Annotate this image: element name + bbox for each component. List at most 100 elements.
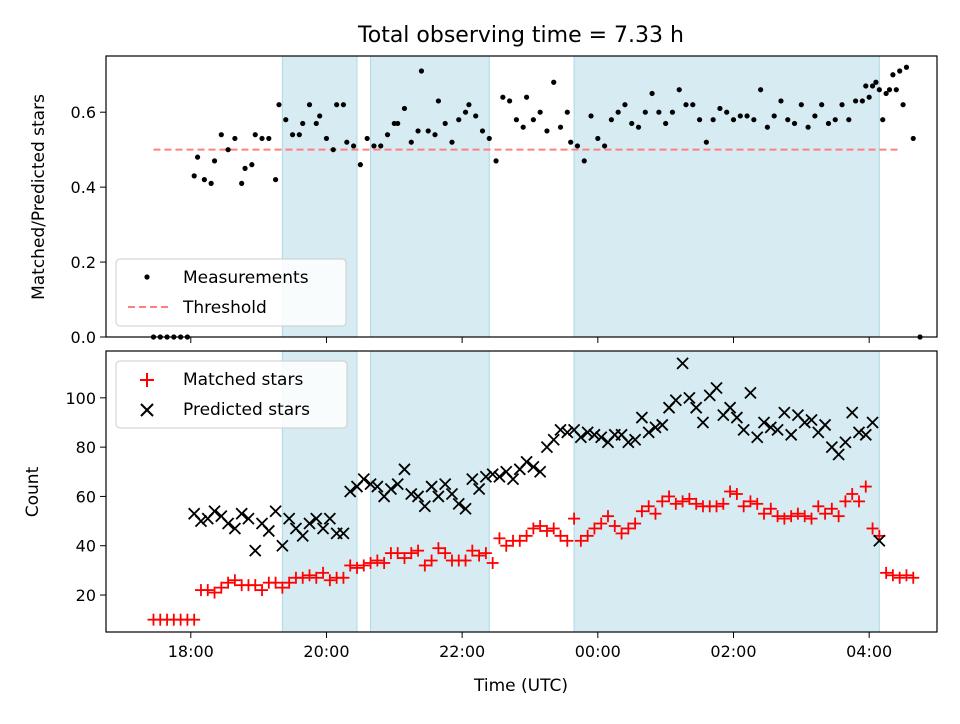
predicted-star-marker <box>676 357 689 370</box>
matched-star-marker <box>710 500 723 513</box>
matched-star-marker <box>378 556 391 569</box>
measurement-point <box>574 143 581 149</box>
predicted-star-marker <box>846 406 859 419</box>
matched-star-marker <box>534 520 547 533</box>
measurement-point <box>869 83 876 89</box>
measurement-point <box>425 128 431 134</box>
predicted-star-marker <box>696 416 710 429</box>
measurement-point <box>242 165 248 171</box>
matched-star-marker <box>371 554 384 567</box>
legend-marker-matched-stars <box>140 373 154 387</box>
predicted-star-marker <box>411 490 425 503</box>
ratio-panel-frame <box>105 55 938 338</box>
measurement-point <box>635 124 642 130</box>
matched-star-marker <box>866 522 879 535</box>
measurement-point <box>588 113 594 119</box>
measurement-point <box>622 102 628 108</box>
measurement-point <box>344 139 350 145</box>
predicted-star-marker <box>798 416 811 429</box>
measurement-point <box>194 154 201 160</box>
measurement-point <box>737 113 743 119</box>
predicted-star-marker <box>757 416 771 429</box>
matched-star-marker <box>764 502 777 515</box>
matched-star-marker <box>907 571 920 584</box>
measurement-point <box>415 128 421 134</box>
x-tick-label: 20:00 <box>303 642 349 661</box>
predicted-star-marker <box>581 426 594 439</box>
ratio-y-tick-label: 0.4 <box>71 178 96 197</box>
measurement-point <box>581 158 587 164</box>
predicted-star-marker <box>730 411 744 424</box>
matched-star-marker <box>758 507 771 520</box>
measurement-point <box>395 120 401 127</box>
measurement-point <box>239 180 245 186</box>
measurement-point <box>520 124 526 130</box>
count-panel-y-ticks: 20 40 60 80 100 <box>65 389 106 605</box>
predicted-star-marker <box>628 433 642 446</box>
matched-star-marker <box>622 522 635 535</box>
measurement-point <box>283 117 289 123</box>
matched-star-marker <box>663 490 676 503</box>
predicted-star-marker <box>683 391 696 404</box>
matched-star-marker <box>256 584 269 597</box>
predicted-star-marker <box>357 473 370 486</box>
predicted-star-marker <box>832 448 845 461</box>
matched-star-marker <box>412 544 425 557</box>
predicted-star-marker <box>398 463 411 476</box>
matched-star-marker <box>852 495 865 508</box>
measurement-point <box>893 87 899 93</box>
measurement-point <box>507 98 513 104</box>
measurement-point <box>615 109 621 115</box>
measurement-point <box>758 87 764 93</box>
measurement-point <box>289 132 296 138</box>
measurement-point <box>876 87 882 93</box>
matched-star-marker <box>751 497 764 510</box>
measurement-point <box>449 139 455 145</box>
measurement-point <box>642 109 648 115</box>
measurement-point <box>330 147 336 153</box>
matched-star-marker <box>886 569 899 582</box>
predicted-star-marker <box>445 487 459 501</box>
measurement-point <box>839 102 845 108</box>
measurement-point <box>313 120 319 127</box>
measurement-point <box>730 117 737 123</box>
predicted-star-marker <box>778 406 791 419</box>
matched-star-marker <box>574 534 587 547</box>
matched-star-marker <box>717 497 730 510</box>
ratio-panel-y-ticks: 0.0 0.2 0.4 0.6 <box>71 103 106 347</box>
matched-star-marker <box>303 569 316 582</box>
matched-star-marker <box>276 581 289 594</box>
measurement-point <box>462 109 469 115</box>
predicted-star-markers <box>188 357 886 557</box>
measurement-point <box>785 117 791 123</box>
predicted-star-marker <box>710 381 723 395</box>
measurement-point <box>825 120 832 127</box>
measurement-point <box>500 94 506 100</box>
predicted-star-marker <box>459 502 472 515</box>
ratio-panel: 0.0 0.2 0.4 0.6 Matched/Predicted stars Mea… <box>29 55 938 347</box>
ratio-y-tick-label: 0.0 <box>71 328 96 347</box>
matched-star-marker <box>805 512 818 525</box>
predicted-star-marker <box>785 428 798 441</box>
predicted-star-marker <box>452 497 465 510</box>
legend-label-measurements: Measurements <box>183 268 309 288</box>
predicted-star-marker <box>635 411 649 424</box>
predicted-star-marker <box>242 512 255 525</box>
measurement-point <box>903 64 910 70</box>
measurement-point <box>225 147 231 153</box>
predicted-star-marker <box>466 473 479 486</box>
count-y-tick-label: 20 <box>76 586 96 605</box>
predicted-star-marker <box>235 507 248 520</box>
matched-star-markers <box>147 480 920 626</box>
matched-star-marker <box>791 507 804 520</box>
measurement-point <box>886 87 893 93</box>
measurement-point <box>537 109 543 115</box>
measurement-point <box>724 109 730 115</box>
measurement-point <box>703 139 709 145</box>
matched-star-marker <box>391 547 404 560</box>
measurement-point <box>418 68 425 74</box>
matched-star-marker <box>635 505 648 518</box>
measurement-point <box>306 102 313 108</box>
predicted-star-marker <box>391 477 404 491</box>
matched-star-marker <box>595 517 608 530</box>
